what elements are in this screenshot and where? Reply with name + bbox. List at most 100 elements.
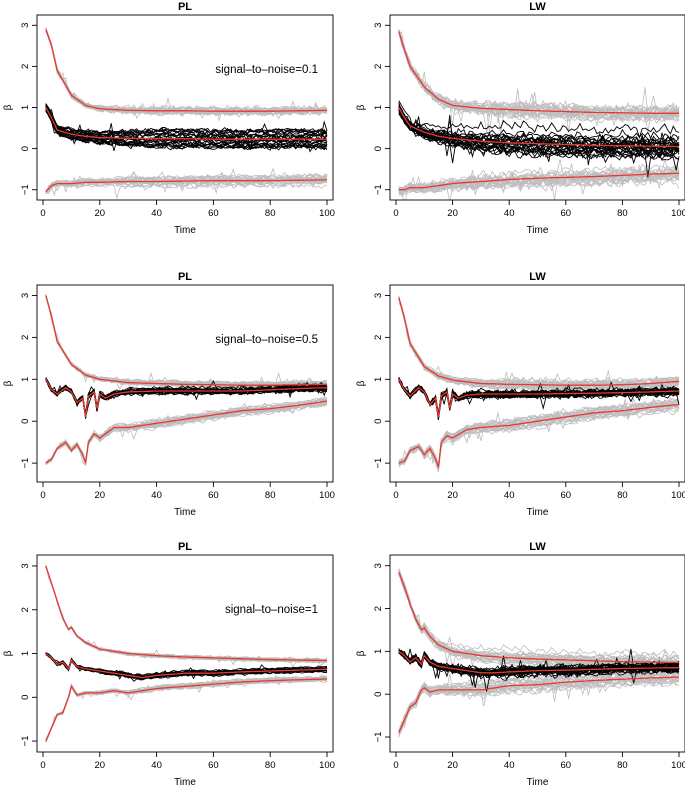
x-tick-label: 80 — [617, 490, 628, 501]
y-tick-label: −1 — [20, 458, 31, 469]
particle-paths-lower-path — [398, 675, 680, 734]
particle-paths-lower-path — [45, 402, 328, 465]
particle-paths-lower-path — [45, 400, 328, 465]
x-tick-label: 40 — [151, 490, 162, 501]
particle-paths-middle-path — [45, 103, 328, 143]
particle-paths-lower-path — [45, 680, 328, 743]
y-tick-label: 0 — [20, 419, 31, 424]
particle-paths-lower-path — [398, 163, 680, 191]
plot-area — [398, 28, 680, 200]
series-line-lower — [45, 400, 328, 464]
plot-frame — [36, 284, 334, 483]
particle-paths-upper-path — [398, 32, 680, 122]
signal-to-noise-annotation: signal–to–noise=0.5 — [215, 334, 318, 346]
x-tick-label: 20 — [447, 490, 458, 501]
particle-paths-upper-path — [45, 294, 328, 386]
x-tick-label: 100 — [671, 760, 685, 771]
particle-paths-lower-path — [45, 401, 328, 466]
particle-paths-middle-path — [398, 114, 679, 160]
particle-paths-middle-path — [45, 652, 328, 677]
y-tick-label: −1 — [20, 184, 31, 195]
x-tick-label: 80 — [617, 208, 628, 219]
series-line-lower — [45, 678, 328, 742]
y-tick-label: 2 — [20, 607, 31, 612]
particle-paths-lower-path — [45, 180, 327, 192]
chart-title: LW — [529, 1, 546, 13]
y-axis-label: β — [3, 104, 14, 110]
plot-area — [45, 293, 328, 467]
particle-paths-middle-path — [398, 112, 680, 164]
particle-paths-upper-path — [398, 298, 680, 385]
chart-title: LW — [529, 541, 546, 553]
x-axis-label: Time — [174, 507, 196, 518]
particle-paths-middle-path — [398, 100, 680, 139]
particle-paths-lower-path — [45, 403, 328, 465]
y-tick-label: 0 — [373, 146, 384, 151]
signal-to-noise-annotation: signal–to–noise=1 — [225, 604, 318, 616]
particle-paths-upper — [45, 27, 328, 122]
x-tick-label: 60 — [561, 760, 572, 771]
particle-paths-lower-path — [45, 167, 328, 193]
y-tick-label: −1 — [373, 458, 384, 469]
y-tick-label: 0 — [20, 146, 31, 151]
series-line-lower — [398, 172, 680, 191]
y-tick-label: 1 — [20, 377, 31, 382]
y-tick-label: 2 — [373, 606, 384, 611]
plot-frame — [36, 554, 334, 753]
series-line-upper — [45, 295, 328, 386]
x-tick-label: 40 — [151, 760, 162, 771]
particle-paths-lower-path — [398, 409, 680, 473]
particle-paths-upper — [398, 28, 680, 134]
particle-paths-lower-path — [398, 177, 680, 195]
particle-paths-upper-path — [398, 32, 680, 133]
particle-paths-lower-path — [45, 179, 327, 194]
x-tick-label: 100 — [671, 208, 685, 219]
particle-paths-lower-path — [45, 398, 328, 464]
series-line-middle — [398, 650, 680, 674]
particle-paths-lower-path — [45, 674, 328, 740]
x-tick-label: 0 — [393, 208, 398, 219]
x-tick-label: 40 — [151, 208, 162, 219]
y-axis-label: β — [356, 650, 367, 656]
y-tick-label: 3 — [373, 293, 384, 298]
series-line-upper — [45, 29, 327, 112]
x-tick-label: 60 — [208, 760, 219, 771]
x-tick-label: 60 — [561, 490, 572, 501]
particle-paths-upper-path — [398, 296, 680, 395]
particle-paths-upper-path — [45, 565, 328, 669]
series-line-upper — [398, 31, 679, 114]
x-tick-label: 0 — [393, 490, 398, 501]
x-tick-label: 100 — [671, 490, 685, 501]
particle-paths-lower-path — [398, 678, 680, 735]
particle-paths-middle — [45, 103, 328, 153]
signal-to-noise-annotation: signal–to–noise=0.1 — [215, 64, 318, 76]
x-tick-label: 60 — [208, 490, 219, 501]
particle-paths-upper-path — [45, 566, 328, 664]
y-tick-label: 3 — [373, 563, 384, 568]
particle-paths-middle-path — [45, 110, 328, 151]
series-line-middle — [398, 107, 680, 148]
chart-panel-5: PL 0 20 40 60 80 100 −1 0 1 2 3 Time β signal–to–noise… — [3, 541, 335, 785]
y-axis-label: β — [356, 104, 367, 110]
particle-paths-upper-path — [398, 572, 680, 666]
particle-paths-lower — [398, 662, 680, 738]
x-tick-label: 60 — [561, 208, 572, 219]
x-tick-label: 0 — [40, 760, 45, 771]
x-tick-label: 80 — [265, 208, 276, 219]
y-tick-label: 3 — [20, 563, 31, 568]
y-tick-label: 0 — [20, 695, 31, 700]
x-axis-label: Time — [527, 507, 549, 518]
series-line-lower — [398, 676, 679, 733]
particle-paths-lower-path — [45, 402, 328, 467]
chart-panel-4: LW 0 20 40 60 80 100 −1 0 1 2 3 Time β — [356, 271, 685, 518]
particle-paths-middle-path — [45, 109, 328, 147]
y-tick-label: −1 — [373, 184, 384, 195]
series-line-lower — [45, 179, 327, 193]
y-axis-label: β — [3, 650, 14, 656]
particle-paths-lower-path — [45, 173, 328, 193]
particle-paths-lower-path — [398, 398, 680, 465]
y-tick-label: 2 — [20, 335, 31, 340]
y-tick-label: 1 — [20, 651, 31, 656]
series-line-upper — [45, 565, 327, 662]
